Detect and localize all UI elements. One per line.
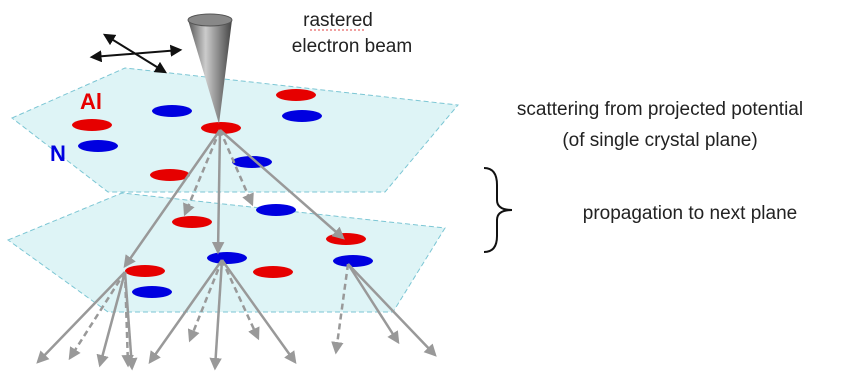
annotation: propagation to next plane — [583, 203, 797, 224]
brace — [484, 168, 512, 252]
n-label: N — [50, 141, 66, 166]
beam-label: rastered — [303, 10, 373, 31]
al-label: Al — [80, 89, 102, 114]
annotation: (of single crystal plane) — [562, 130, 757, 151]
diagram: rastered electron beam Al N scattering f… — [0, 0, 853, 378]
raster-arrows — [92, 35, 180, 72]
beam-label: electron beam — [292, 36, 412, 57]
annotation: scattering from projected potential — [517, 99, 803, 120]
